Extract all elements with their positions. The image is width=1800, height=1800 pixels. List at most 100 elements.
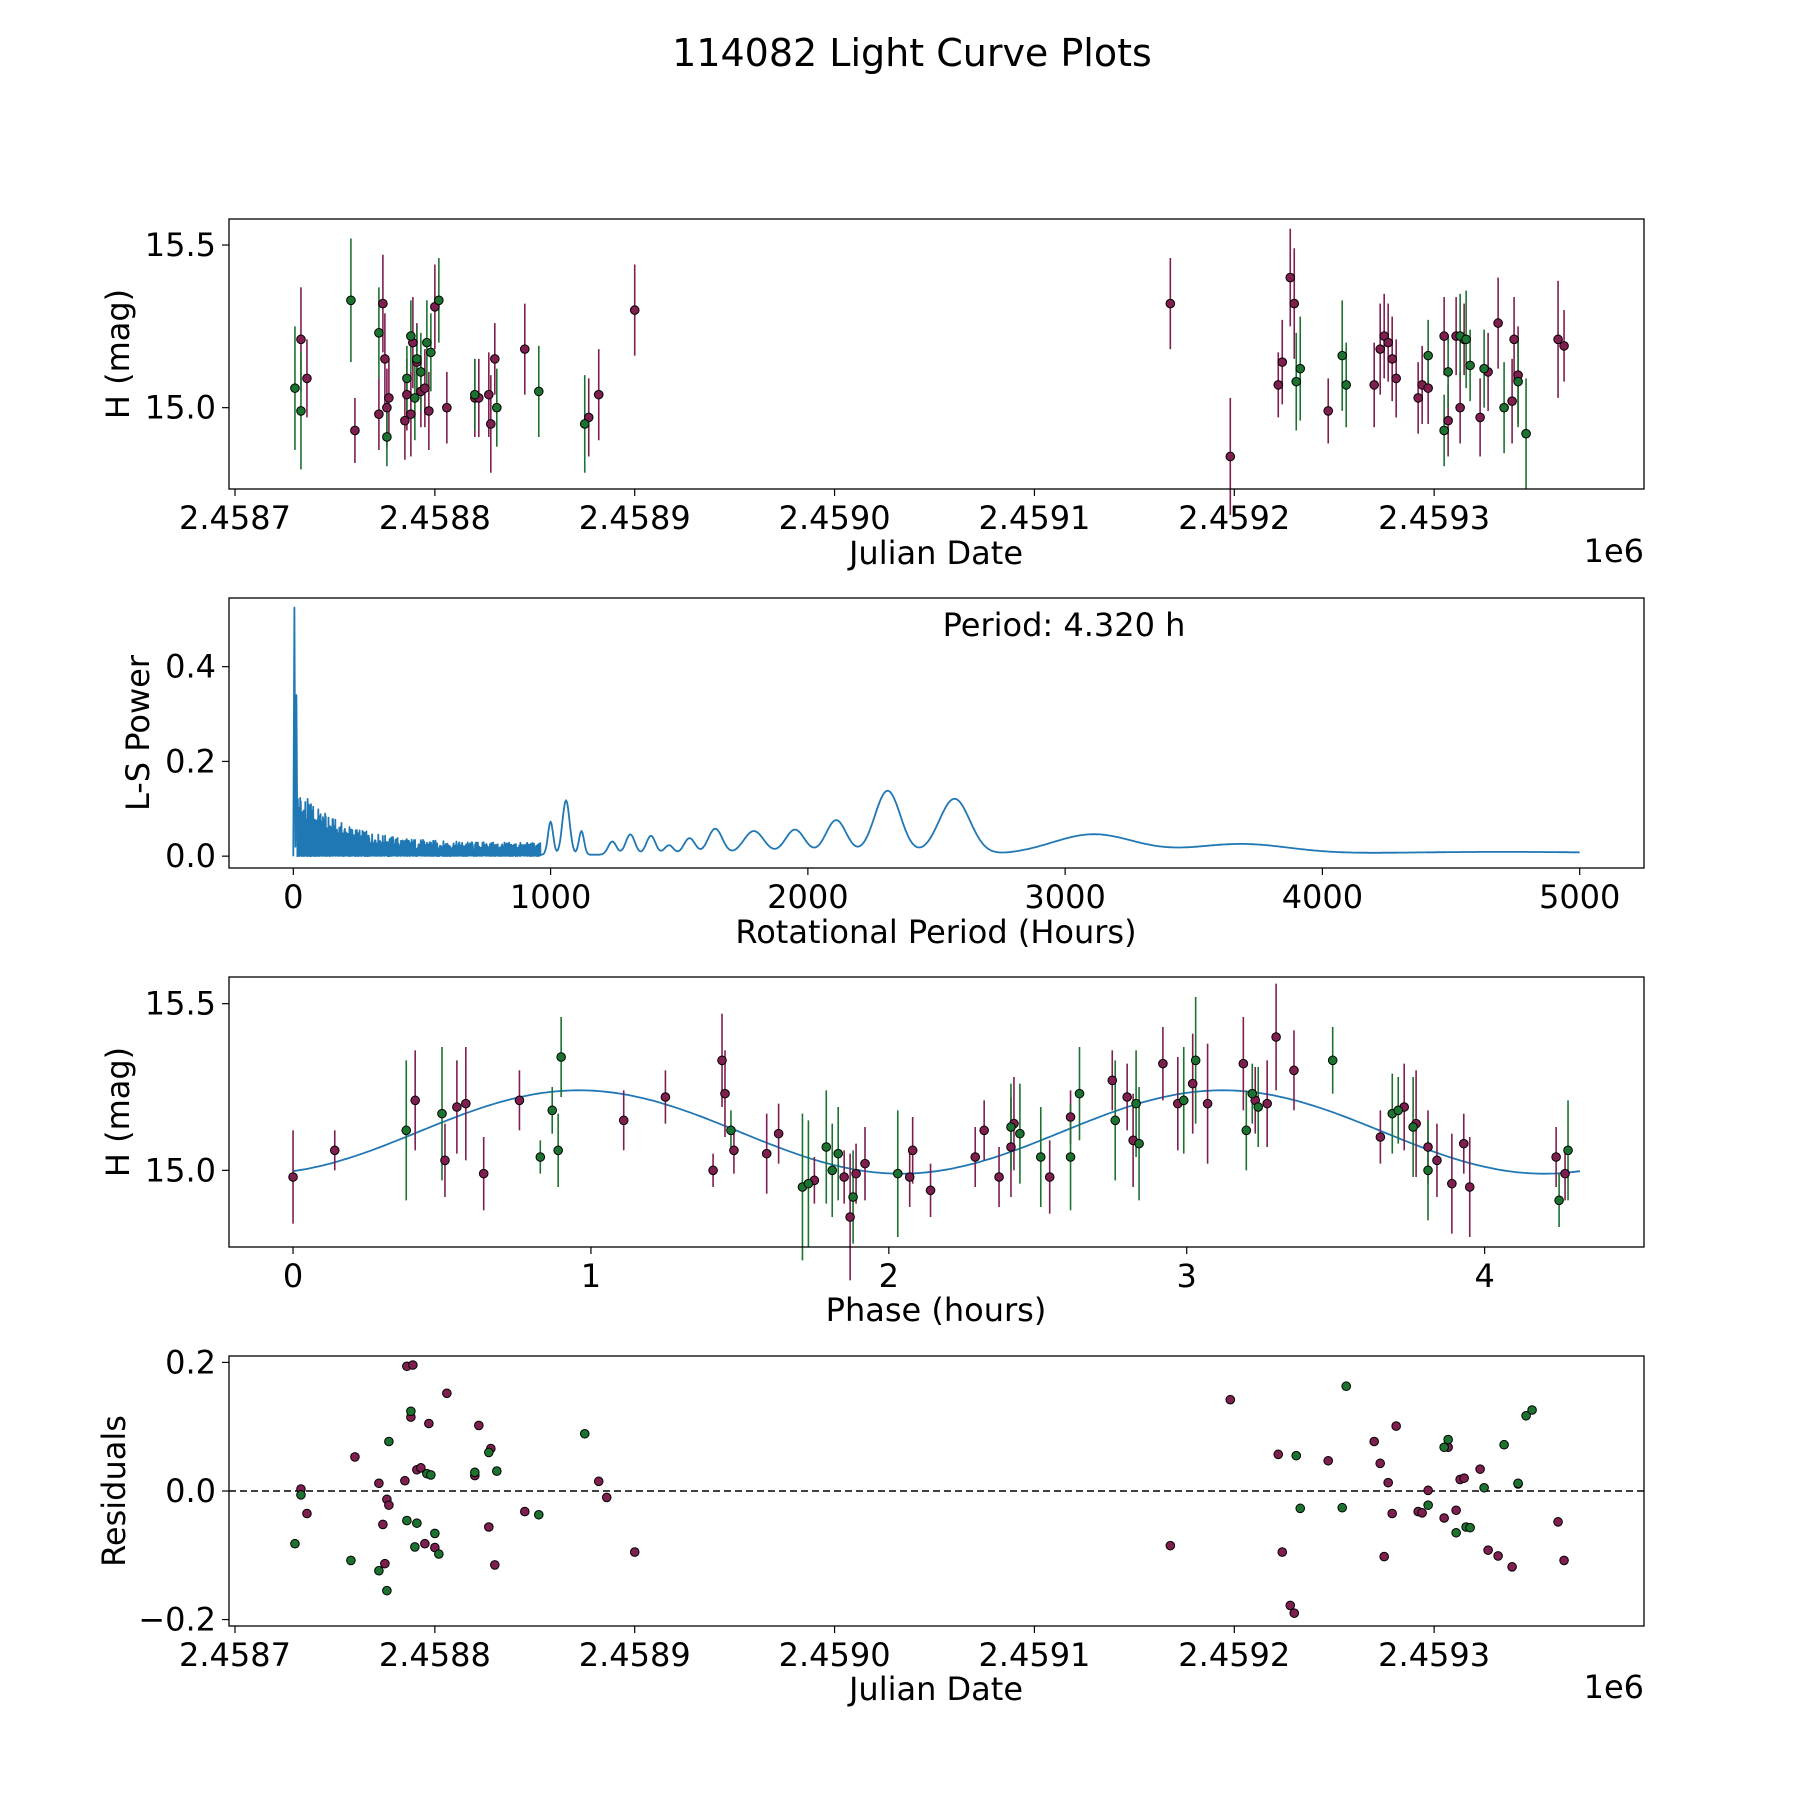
periodogram-axis-ticks: 0 1000 2000 3000 4000 5000 0.0 0.2 0.4: [165, 648, 1620, 916]
phased-point-maroon: [761, 1148, 772, 1159]
raw-point-green: [410, 393, 420, 403]
phased-point-maroon: [994, 1172, 1004, 1182]
raw-point-green: [1439, 425, 1449, 436]
residuals-y-tick-label: 0.0: [165, 1472, 216, 1510]
residual-point-green: [1479, 1482, 1489, 1493]
phased-point-maroon: [288, 1172, 298, 1182]
phased-point-green: [1035, 1152, 1046, 1162]
residual-point-green: [1527, 1405, 1537, 1415]
residual-point-green: [410, 1542, 420, 1552]
phased-point-green: [1134, 1138, 1144, 1149]
residual-point-green: [1443, 1434, 1453, 1445]
periodogram-x-tick-label: 5000: [1539, 878, 1620, 916]
phased-point-maroon: [452, 1102, 462, 1112]
phased-point-green: [1241, 1125, 1252, 1136]
residual-point-green: [426, 1470, 436, 1480]
periodogram-line: [292, 606, 1580, 858]
residual-point-maroon: [519, 1506, 530, 1517]
phased-point-maroon: [1187, 1078, 1198, 1089]
residuals-panel: 2.4587 2.4588 2.4589 2.4590 2.4591 2.4592 2.45…: [95, 1343, 1645, 1708]
raw-plot-frame: [228, 218, 1645, 490]
phased-point-maroon: [1006, 1142, 1016, 1152]
phased-point-maroon: [1107, 1075, 1118, 1086]
phased-point-green: [1178, 1095, 1189, 1106]
raw-point-maroon: [1509, 334, 1519, 345]
raw-point-maroon: [380, 354, 390, 364]
raw-point-green: [412, 354, 422, 364]
raw-point-maroon: [1387, 354, 1397, 364]
phased-point-maroon: [618, 1115, 629, 1126]
raw-point-green: [346, 295, 356, 306]
phased-point-green: [726, 1125, 736, 1136]
phased-point-maroon: [410, 1095, 420, 1106]
residuals-y-tick-label: −0.2: [138, 1601, 216, 1639]
residual-point-maroon: [474, 1420, 484, 1431]
residual-point-maroon: [400, 1475, 410, 1486]
residual-point-green: [1337, 1502, 1348, 1513]
raw-point-green: [579, 419, 590, 429]
phased-point-maroon: [478, 1168, 489, 1179]
raw-point-maroon: [1375, 344, 1385, 354]
residual-point-maroon: [1423, 1485, 1433, 1496]
residual-point-maroon: [1277, 1547, 1288, 1557]
phased-point-maroon: [839, 1172, 849, 1182]
phased-point-green: [556, 1052, 566, 1062]
raw-point-maroon: [1383, 337, 1393, 348]
residuals-x-tick-label: 2.4588: [379, 1636, 491, 1674]
phased-point-maroon: [925, 1185, 936, 1196]
residual-point-maroon: [1553, 1517, 1563, 1527]
residual-point-maroon: [1417, 1508, 1427, 1518]
residual-point-green: [296, 1490, 306, 1500]
phased-point-green: [437, 1108, 447, 1119]
phased-point-maroon: [904, 1172, 915, 1182]
residual-point-green: [1439, 1442, 1449, 1453]
residual-point-green: [1499, 1439, 1509, 1450]
periodogram-x-tick-label: 2000: [767, 878, 848, 916]
phased-point-maroon: [461, 1098, 471, 1109]
raw-point-green: [296, 406, 306, 416]
residuals-marks: [229, 1360, 1644, 1618]
raw-y-tick-label: 15.0: [145, 389, 216, 427]
raw-point-maroon: [424, 406, 434, 416]
raw-point-green: [1461, 334, 1471, 345]
raw-point-maroon: [1553, 334, 1563, 345]
raw-point-green: [1521, 428, 1531, 439]
residual-point-maroon: [1387, 1508, 1397, 1519]
periodogram-marks: [292, 606, 1580, 858]
residual-point-maroon: [1285, 1600, 1296, 1611]
raw-x-tick-label: 2.4589: [579, 499, 691, 537]
phased-point-green: [535, 1152, 546, 1162]
raw-point-maroon: [1273, 380, 1284, 390]
phased-point-green: [848, 1192, 858, 1202]
residual-point-green: [434, 1549, 444, 1559]
phased-point-green: [547, 1105, 558, 1116]
phased-point-green: [1393, 1105, 1404, 1116]
phased-y-axis-label: H (mag): [99, 1047, 137, 1177]
residual-point-maroon: [1391, 1421, 1401, 1431]
raw-point-maroon: [442, 402, 452, 413]
residual-point-maroon: [1273, 1449, 1284, 1460]
raw-point-green: [434, 295, 444, 306]
residual-point-maroon: [408, 1360, 418, 1370]
raw-point-maroon: [302, 373, 312, 384]
residual-point-maroon: [1323, 1455, 1334, 1466]
raw-point-green: [406, 331, 416, 341]
phased-point-maroon: [970, 1152, 981, 1162]
periodogram-x-tick-label: 0: [283, 878, 303, 916]
residual-point-maroon: [484, 1522, 494, 1532]
phased-point-maroon: [773, 1128, 784, 1139]
periodogram-panel: 0 1000 2000 3000 4000 5000 0.0 0.2 0.4 Period: 4…: [119, 597, 1645, 951]
residual-point-maroon: [1225, 1394, 1236, 1405]
residual-point-green: [1513, 1478, 1523, 1489]
phased-x-tick-label: 4: [1474, 1257, 1494, 1295]
phased-point-maroon: [1432, 1155, 1442, 1166]
phased-x-tick-label: 1: [581, 1257, 601, 1295]
residual-point-maroon: [1383, 1477, 1393, 1488]
phased-point-maroon: [1271, 1032, 1281, 1042]
residual-point-green: [1465, 1522, 1475, 1533]
raw-point-maroon: [384, 393, 394, 403]
raw-point-maroon: [406, 409, 416, 419]
residuals-x-tick-label: 2.4590: [779, 1636, 891, 1674]
residuals-axis-ticks: 2.4587 2.4588 2.4589 2.4590 2.4591 2.4592 2.45…: [138, 1343, 1490, 1674]
raw-point-green: [402, 373, 412, 384]
